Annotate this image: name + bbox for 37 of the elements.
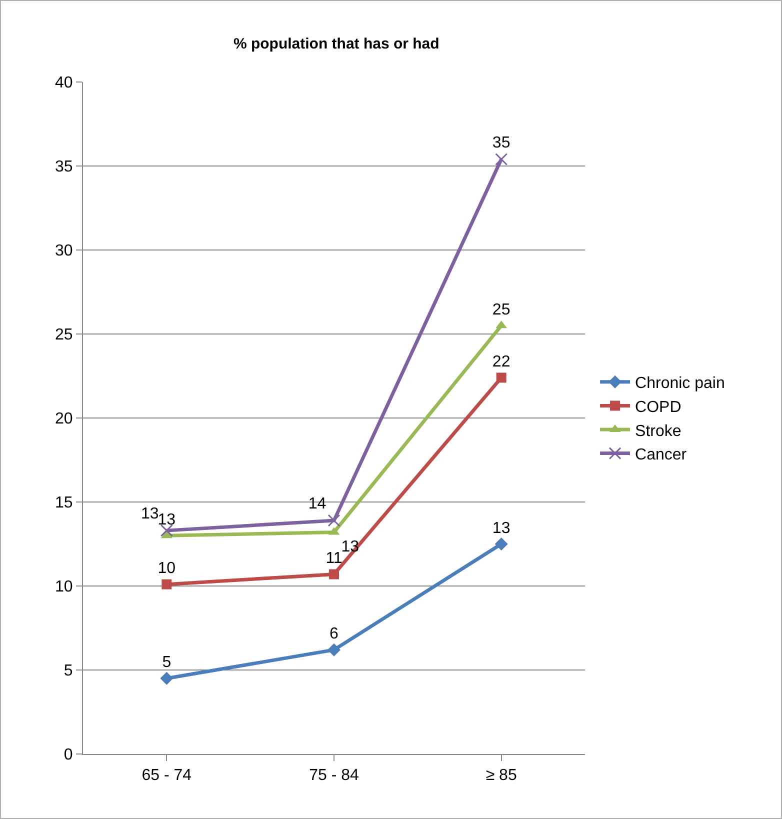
- point: [162, 579, 172, 590]
- y-tick-label: 20: [55, 410, 73, 428]
- x-tick-label: 65 - 74: [142, 767, 192, 784]
- y-tick-label: 40: [55, 74, 73, 92]
- legend-label: Stroke: [635, 422, 682, 440]
- point: [328, 514, 340, 527]
- data-label: 14: [308, 496, 326, 513]
- data-label: 5: [162, 654, 172, 672]
- x-tick-label: 75 - 84: [309, 767, 360, 784]
- data-label: 13: [141, 506, 159, 523]
- data-label: 25: [492, 301, 510, 318]
- y-tick-label: 15: [55, 494, 73, 512]
- point: [329, 569, 339, 580]
- legend-label: Cancer: [635, 446, 688, 464]
- data-label: 22: [492, 353, 510, 370]
- point: [328, 643, 340, 656]
- y-tick-label: 25: [55, 326, 73, 344]
- point: [496, 372, 506, 383]
- data-label: 10: [158, 560, 176, 578]
- point: [160, 672, 174, 685]
- y-tick-label: 30: [55, 242, 73, 260]
- legend-label: Chronic pain: [635, 375, 725, 392]
- data-label: 13: [492, 520, 510, 537]
- legend-label: COPD: [635, 398, 682, 416]
- x-tick-label: ≥ 85: [486, 767, 517, 784]
- point: [160, 524, 173, 537]
- y-tick-label: 0: [64, 746, 73, 764]
- data-label: 13: [158, 511, 176, 528]
- chart-title: % population that has or had: [233, 35, 440, 52]
- data-label: 35: [492, 134, 510, 152]
- y-tick-label: 35: [55, 158, 73, 176]
- data-label: 11: [326, 550, 342, 567]
- y-tick-label: 10: [55, 578, 73, 596]
- point: [495, 153, 508, 166]
- y-tick-label: 5: [64, 662, 73, 680]
- data-label: 6: [330, 626, 339, 643]
- point: [494, 538, 508, 550]
